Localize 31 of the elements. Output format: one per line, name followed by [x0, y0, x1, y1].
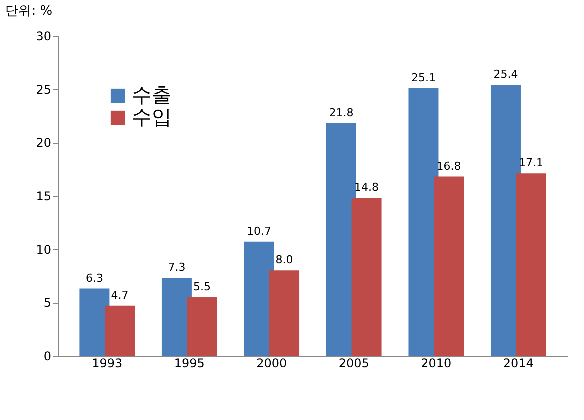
data-label: 21.8 [329, 106, 354, 120]
data-label: 10.7 [246, 224, 272, 238]
legend-label: 수입 [132, 105, 172, 129]
data-label: 8.0 [276, 254, 294, 267]
y-tick-label: 15 [36, 190, 52, 204]
y-tick-label: 30 [36, 30, 52, 44]
bar [434, 176, 464, 356]
bar [105, 306, 136, 356]
bar [270, 270, 300, 356]
data-label: 7.3 [168, 261, 186, 274]
x-tick-label: 2005 [338, 356, 370, 370]
x-tick-label: 2000 [256, 356, 288, 370]
y-tick-label: 5 [44, 296, 52, 310]
x-tick-label: 2014 [503, 356, 534, 370]
data-label: 4.7 [111, 288, 129, 302]
data-label: 25.4 [494, 68, 518, 82]
data-label: 6.3 [86, 272, 104, 285]
y-axis-title: 단위: % [6, 4, 53, 19]
y-tick-label: 25 [36, 82, 52, 97]
bar [187, 297, 218, 356]
legend-label: 수출 [132, 83, 172, 107]
x-tick-label: 1995 [174, 356, 205, 370]
data-label: 5.5 [194, 280, 212, 294]
y-tick-label: 20 [36, 136, 52, 150]
bar [352, 198, 382, 356]
data-label: 25.1 [411, 71, 436, 84]
y-tick-label: 10 [36, 242, 52, 257]
y-tick-label: 0 [44, 350, 52, 364]
x-tick-label: 1993 [92, 356, 123, 370]
x-tick-label: 2010 [421, 356, 452, 370]
bar [516, 174, 546, 356]
